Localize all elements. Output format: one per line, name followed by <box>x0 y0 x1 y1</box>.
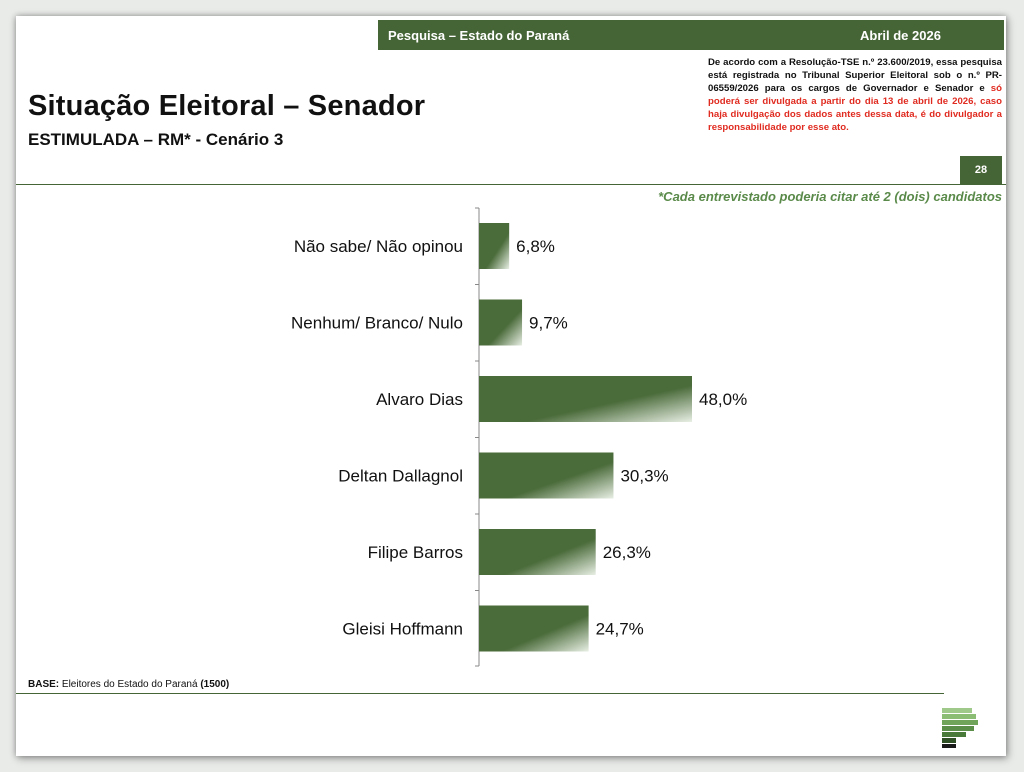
bar <box>479 529 596 575</box>
legal-notice: De acordo com a Resolução-TSE n.º 23.600… <box>708 56 1002 134</box>
value-label: 9,7% <box>529 314 568 333</box>
base-note: BASE: Eleitores do Estado do Paraná (150… <box>28 679 229 690</box>
value-label: 26,3% <box>603 543 651 562</box>
company-logo-icon <box>942 708 978 748</box>
value-label: 6,8% <box>516 237 555 256</box>
base-label: BASE: <box>28 679 60 690</box>
category-label: Filipe Barros <box>368 543 463 562</box>
page-title: Situação Eleitoral – Senador <box>28 90 426 122</box>
page-number: 28 <box>960 156 1002 184</box>
category-label: Alvaro Dias <box>376 390 463 409</box>
bar <box>479 299 523 346</box>
category-label: Não sabe/ Não opinou <box>294 237 463 256</box>
bar <box>479 376 692 422</box>
footnote: *Cada entrevistado poderia citar até 2 (… <box>658 189 1002 204</box>
header-divider <box>16 184 1006 185</box>
bar <box>479 452 614 499</box>
base-count: (1500) <box>200 679 230 690</box>
value-label: 24,7% <box>596 620 644 639</box>
slide: Pesquisa – Estado do Paraná Abril de 202… <box>16 16 1006 756</box>
legal-notice-highlight: só poderá ser divulgada a partir do dia … <box>708 83 1002 133</box>
page-subtitle: ESTIMULADA – RM* - Cenário 3 <box>28 130 284 149</box>
header-bar: Pesquisa – Estado do Paraná Abril de 202… <box>378 20 1004 50</box>
base-text: Eleitores do Estado do Paraná <box>59 679 201 690</box>
bar <box>479 605 589 652</box>
category-label: Nenhum/ Branco/ Nulo <box>291 314 463 333</box>
value-label: 48,0% <box>699 390 747 409</box>
category-label: Gleisi Hoffmann <box>342 620 463 639</box>
bar-chart: Não sabe/ Não opinou 6,8% Nenhum/ Branco/ … <box>291 207 747 667</box>
bar <box>479 223 510 269</box>
category-label: Deltan Dallagnol <box>338 467 463 486</box>
legal-notice-text: De acordo com a Resolução-TSE n.º 23.600… <box>708 57 1002 94</box>
value-label: 30,3% <box>620 467 668 486</box>
survey-label: Pesquisa – Estado do Paraná <box>388 28 570 43</box>
survey-date: Abril de 2026 <box>860 28 941 43</box>
footer-divider <box>16 693 944 694</box>
